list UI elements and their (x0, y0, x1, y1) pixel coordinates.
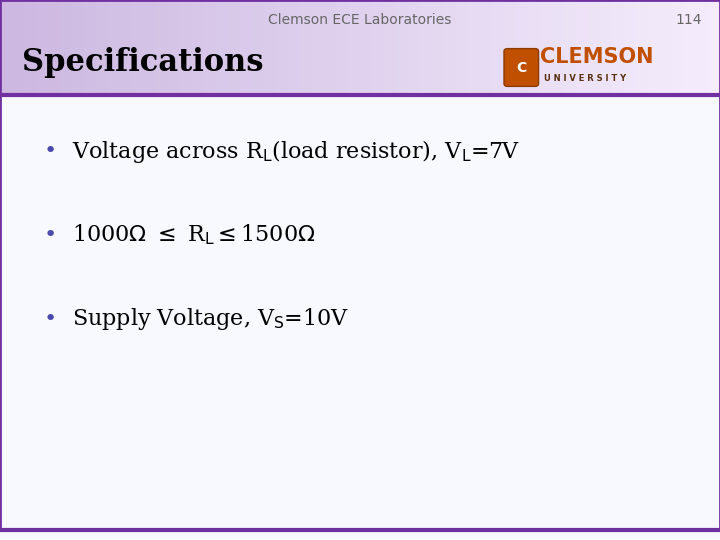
Bar (696, 0, 709, 94)
Text: Supply Voltage, V$_\mathrm{S}$=10V: Supply Voltage, V$_\mathrm{S}$=10V (72, 306, 349, 332)
Bar (372, 0, 385, 94)
Text: 114: 114 (675, 14, 702, 28)
Bar (384, 0, 397, 94)
Bar (396, 0, 410, 94)
Text: •: • (43, 225, 56, 245)
Text: U N I V E R S I T Y: U N I V E R S I T Y (544, 74, 626, 83)
Bar (456, 0, 469, 94)
Bar (72, 0, 86, 94)
Text: •: • (43, 308, 56, 329)
FancyBboxPatch shape (504, 49, 539, 86)
Bar (288, 0, 302, 94)
Bar (252, 0, 266, 94)
Bar (156, 0, 169, 94)
Bar (588, 0, 601, 94)
Bar (648, 0, 662, 94)
Text: Clemson ECE Laboratories: Clemson ECE Laboratories (269, 14, 451, 28)
Bar (108, 0, 122, 94)
Text: Voltage across R$_\mathrm{L}$(load resistor), V$_\mathrm{L}$=7V: Voltage across R$_\mathrm{L}$(load resis… (72, 138, 520, 165)
Bar (516, 0, 529, 94)
Text: C: C (516, 60, 526, 75)
Bar (324, 0, 338, 94)
Bar (600, 0, 613, 94)
Bar (564, 0, 577, 94)
Bar (240, 0, 253, 94)
Bar (504, 0, 518, 94)
Bar (180, 0, 194, 94)
Bar (576, 0, 590, 94)
Bar (276, 0, 289, 94)
Bar (336, 0, 349, 94)
Bar (204, 0, 217, 94)
Bar (12, 0, 25, 94)
Bar (684, 0, 698, 94)
Bar (636, 0, 649, 94)
Bar (612, 0, 626, 94)
Text: Specifications: Specifications (22, 46, 263, 78)
Bar (96, 0, 109, 94)
Bar (192, 0, 205, 94)
Bar (84, 0, 97, 94)
Bar (36, 0, 50, 94)
Bar (708, 0, 720, 94)
Bar (144, 0, 158, 94)
Text: •: • (43, 141, 56, 161)
Bar (216, 0, 230, 94)
Bar (348, 0, 361, 94)
Bar (48, 0, 61, 94)
Bar (312, 0, 325, 94)
Bar (660, 0, 673, 94)
Bar (0, 0, 14, 94)
Bar (480, 0, 493, 94)
Bar (300, 0, 313, 94)
Bar (492, 0, 505, 94)
Bar (528, 0, 541, 94)
Text: CLEMSON: CLEMSON (540, 46, 654, 67)
Bar (444, 0, 457, 94)
Bar (132, 0, 145, 94)
Bar (264, 0, 277, 94)
Bar (24, 0, 37, 94)
Text: 1000$\Omega$ $\leq$ R$_\mathrm{L}$$\leq$1500$\Omega$: 1000$\Omega$ $\leq$ R$_\mathrm{L}$$\leq$… (72, 222, 315, 247)
Bar (468, 0, 482, 94)
Bar (624, 0, 637, 94)
Bar (408, 0, 421, 94)
Bar (552, 0, 565, 94)
Bar (168, 0, 181, 94)
Bar (672, 0, 685, 94)
Bar (228, 0, 241, 94)
Bar (60, 0, 73, 94)
Bar (432, 0, 446, 94)
Bar (360, 0, 374, 94)
Bar (420, 0, 433, 94)
Bar (120, 0, 133, 94)
Bar (540, 0, 554, 94)
